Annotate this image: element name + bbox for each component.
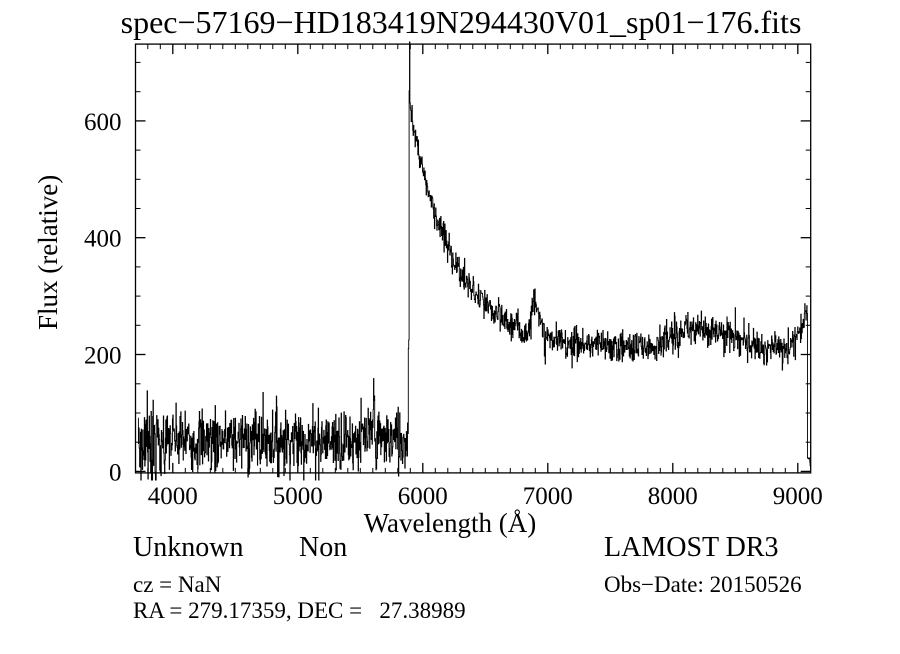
svg-text:9000: 9000 — [773, 483, 823, 510]
svg-text:5000: 5000 — [273, 483, 323, 510]
svg-text:0: 0 — [109, 459, 122, 486]
svg-text:6000: 6000 — [398, 483, 448, 510]
svg-text:8000: 8000 — [648, 483, 698, 510]
svg-text:4000: 4000 — [148, 483, 198, 510]
svg-text:7000: 7000 — [523, 483, 573, 510]
svg-text:200: 200 — [84, 343, 122, 370]
svg-text:600: 600 — [84, 109, 122, 136]
svg-text:400: 400 — [84, 226, 122, 253]
